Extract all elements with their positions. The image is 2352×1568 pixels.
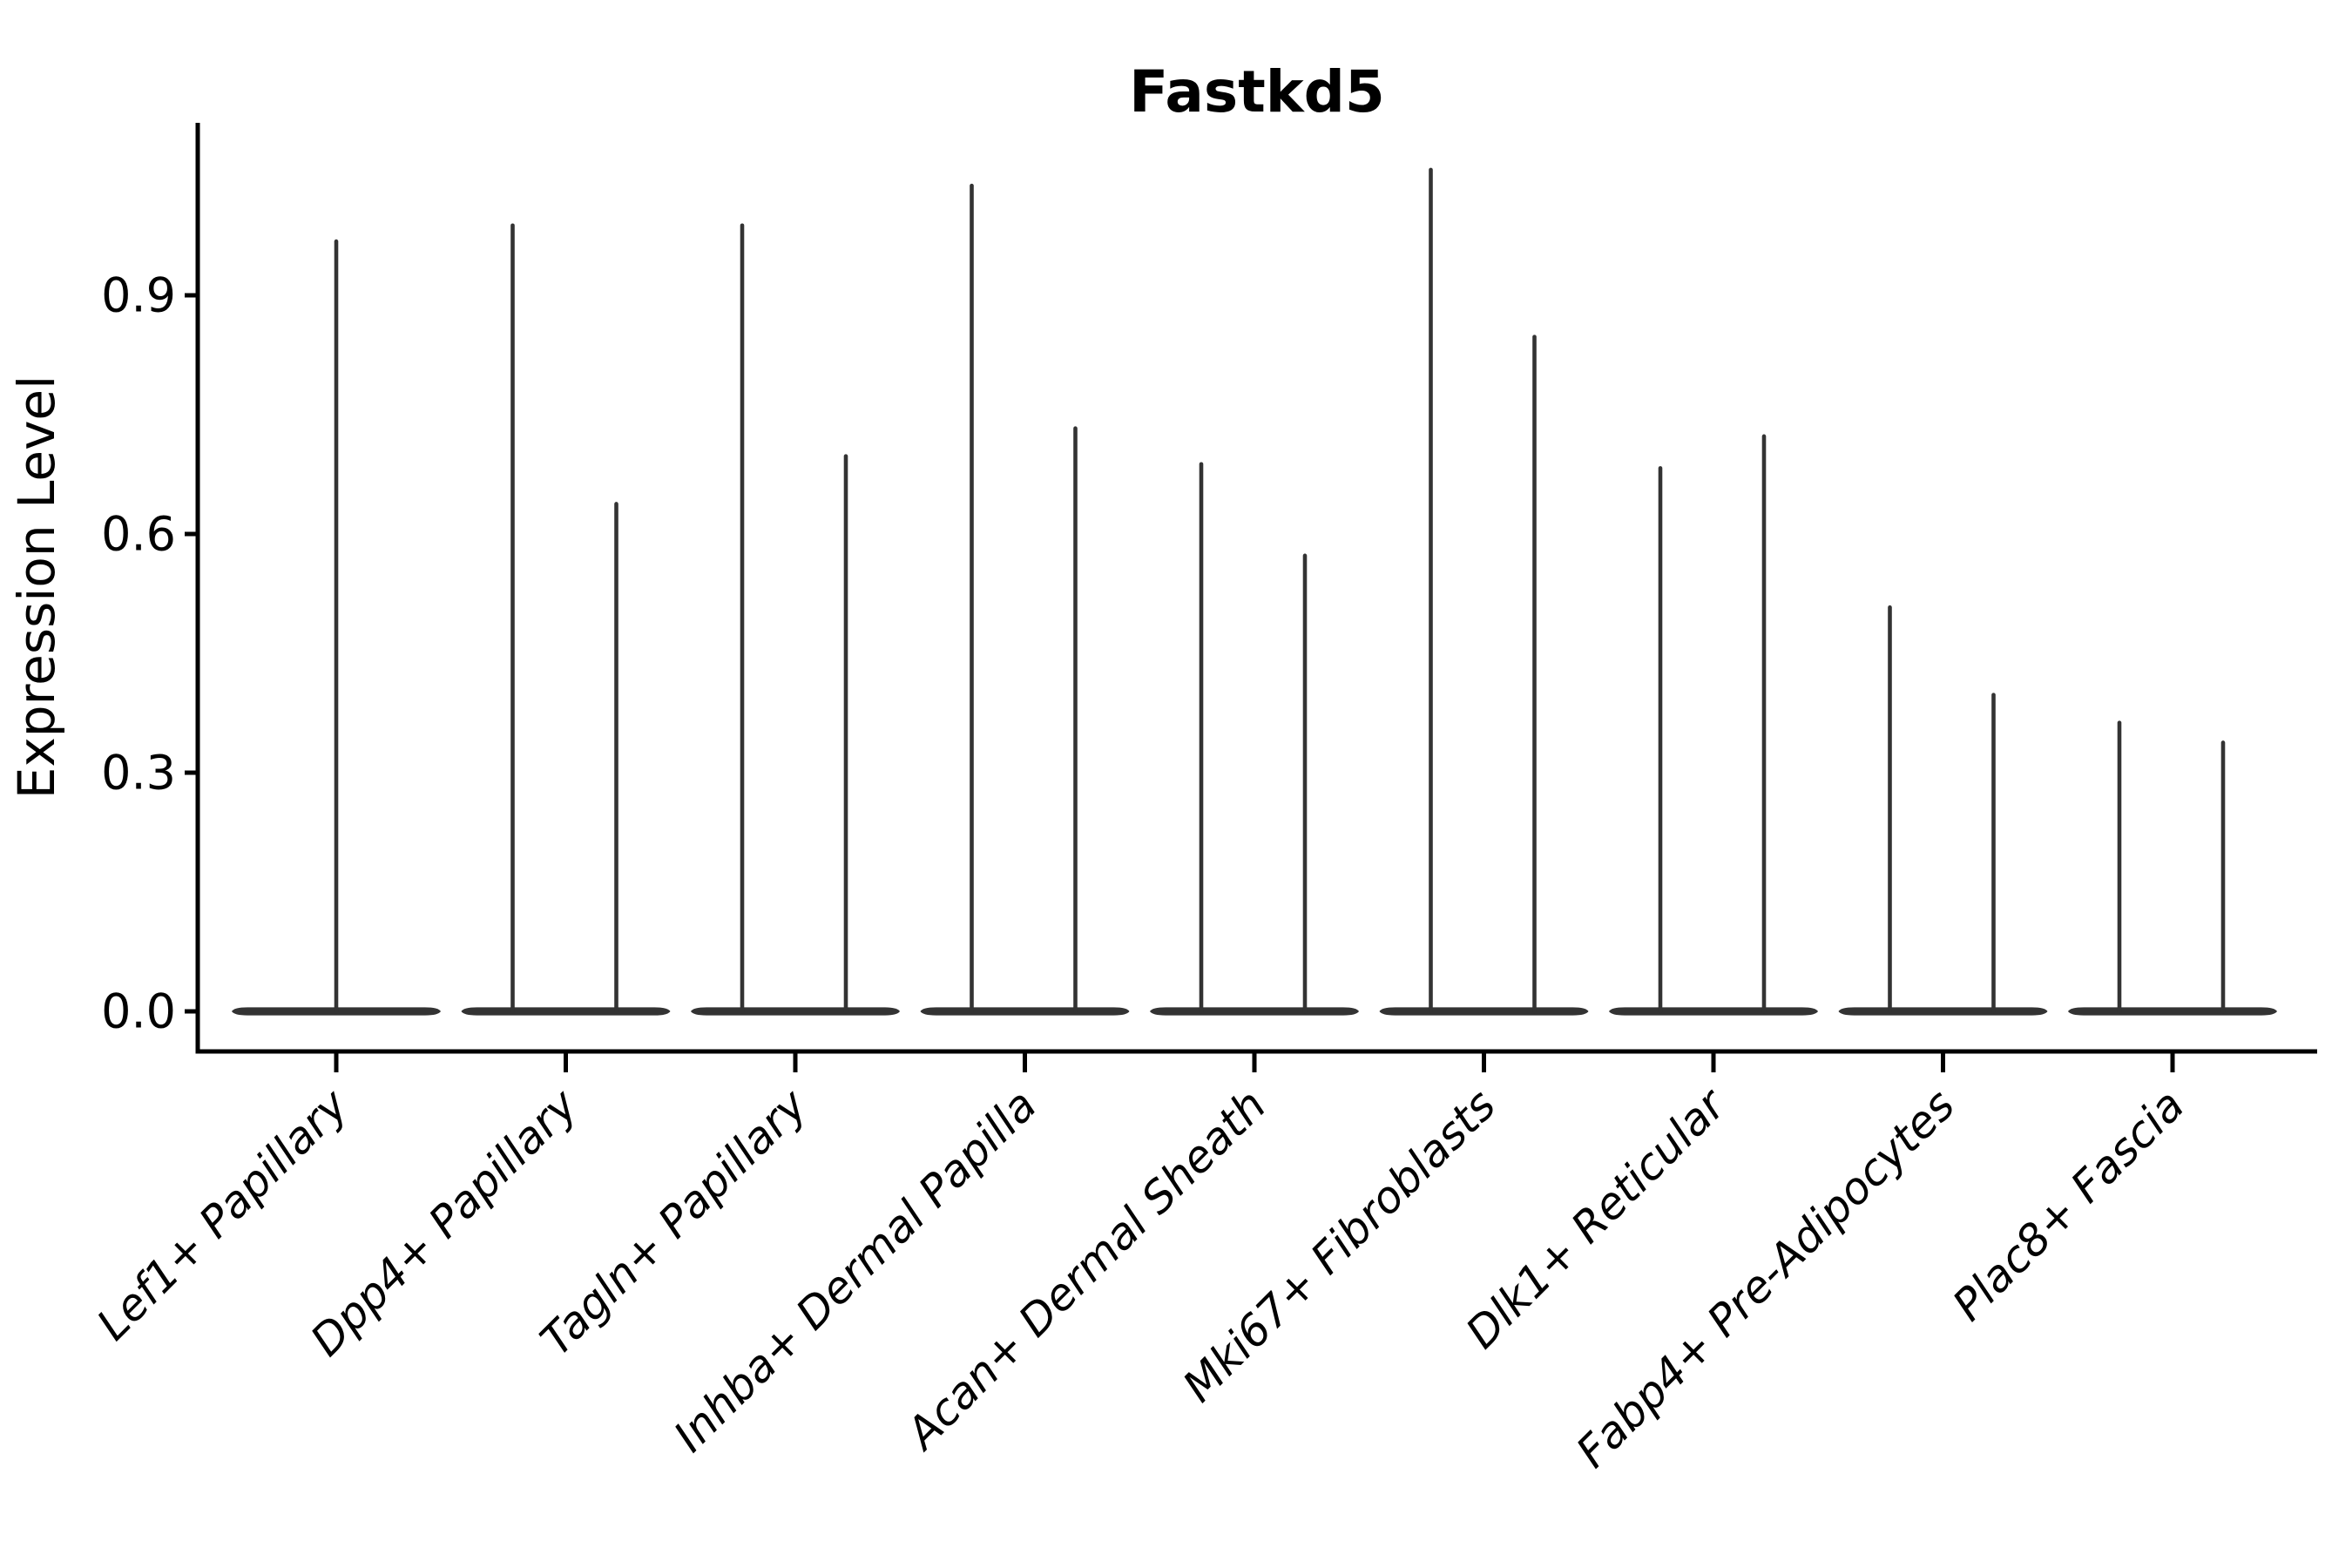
y-tick-label: 0.6 — [101, 507, 176, 562]
violin-base — [1609, 1007, 1818, 1016]
violin-plac8-fascia — [2068, 720, 2277, 1016]
violins — [232, 167, 2277, 1016]
y-tick-label: 0.9 — [101, 268, 176, 323]
violin-base — [461, 1007, 671, 1016]
violin-base — [1838, 1007, 2048, 1016]
violin-acan-dermal-sheath — [1150, 462, 1359, 1016]
x-category-label-fabp4-pre-adipocytes: Fabp4+ Pre-Adipocytes — [1566, 1079, 1964, 1477]
violin-base — [691, 1007, 900, 1016]
violin-base — [1379, 1007, 1589, 1016]
violin-fabp4-pre-adipocytes — [1838, 605, 2048, 1016]
chart-title: Fastkd5 — [1129, 58, 1385, 125]
violin-base — [1150, 1007, 1359, 1016]
axes — [185, 123, 2317, 1072]
violin-base — [920, 1007, 1130, 1016]
y-tick-label: 0.0 — [101, 984, 176, 1039]
y-tick-label: 0.3 — [101, 746, 176, 801]
violin-dlk1-reticular — [1609, 434, 1818, 1016]
x-category-label-inhba-dermal-papilla: Inhba+ Dermal Papilla — [665, 1079, 1046, 1461]
violin-dpp4-papillary — [461, 223, 671, 1016]
violin-lef1-papillary — [232, 239, 441, 1016]
violin-base — [2068, 1007, 2277, 1016]
violin-inhba-dermal-papilla — [920, 183, 1130, 1016]
y-axis-label: Expression Level — [7, 375, 66, 799]
x-category-label-lef1-papillary: Lef1+ Papillary — [87, 1078, 358, 1349]
violin-mki67-fibroblasts — [1379, 167, 1589, 1016]
violin-tagln-papillary — [691, 223, 900, 1016]
x-category-label-plac8-fascia: Plac8+ Fascia — [1943, 1079, 2194, 1330]
y-tick-labels: 0.0 0.3 0.6 0.9 — [101, 268, 176, 1039]
